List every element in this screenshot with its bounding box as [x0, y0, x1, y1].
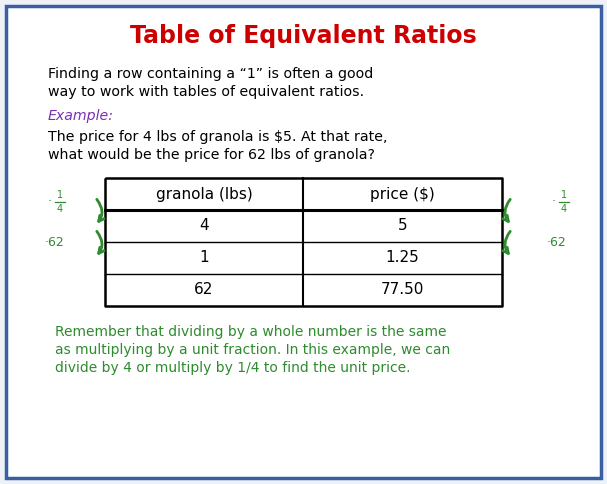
Text: ·: ·	[48, 196, 52, 209]
Text: 1.25: 1.25	[385, 251, 419, 266]
Text: 77.50: 77.50	[381, 283, 424, 298]
Text: 62: 62	[194, 283, 214, 298]
Bar	[105, 178, 502, 306]
Text: 4: 4	[57, 204, 63, 214]
Text: granola (lbs): granola (lbs)	[155, 186, 253, 201]
Text: as multiplying by a unit fraction. In this example, we can: as multiplying by a unit fraction. In th…	[55, 343, 450, 357]
Text: Example:: Example:	[48, 109, 114, 123]
Text: ·: ·	[552, 196, 556, 209]
Text: price ($): price ($)	[370, 186, 435, 201]
Text: what would be the price for 62 lbs of granola?: what would be the price for 62 lbs of gr…	[48, 148, 375, 162]
Text: ·62: ·62	[45, 236, 65, 248]
Text: 5: 5	[398, 218, 407, 233]
Text: Table of Equivalent Ratios: Table of Equivalent Ratios	[130, 24, 477, 48]
Text: 4: 4	[561, 204, 567, 214]
Text: divide by 4 or multiply by 1/4 to find the unit price.: divide by 4 or multiply by 1/4 to find t…	[55, 361, 410, 375]
Text: Finding a row containing a “1” is often a good: Finding a row containing a “1” is often …	[48, 67, 373, 81]
Text: 4: 4	[199, 218, 209, 233]
Text: ·62: ·62	[547, 236, 567, 248]
FancyBboxPatch shape	[6, 6, 601, 478]
Text: 1: 1	[561, 190, 567, 200]
Text: way to work with tables of equivalent ratios.: way to work with tables of equivalent ra…	[48, 85, 364, 99]
Text: 1: 1	[199, 251, 209, 266]
Text: The price for 4 lbs of granola is $5. At that rate,: The price for 4 lbs of granola is $5. At…	[48, 130, 387, 144]
Text: Remember that dividing by a whole number is the same: Remember that dividing by a whole number…	[55, 325, 447, 339]
Text: 1: 1	[57, 190, 63, 200]
